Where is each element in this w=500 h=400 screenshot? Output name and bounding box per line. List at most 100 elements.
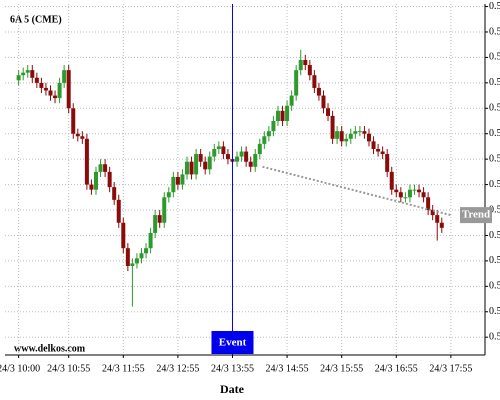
candle-body	[112, 187, 117, 200]
candle-body	[166, 192, 171, 198]
candle-body	[134, 258, 139, 264]
candle-body	[362, 131, 367, 134]
candle-body	[421, 192, 426, 198]
candle-body	[394, 189, 399, 193]
candle-body	[103, 164, 108, 172]
candle-body	[66, 70, 71, 109]
candle-body	[216, 146, 221, 149]
candle-body	[330, 115, 335, 139]
candle-body	[353, 131, 358, 134]
chart-title: 6A 5 (CME)	[10, 14, 62, 25]
candle-body	[139, 253, 144, 259]
candle-body	[184, 161, 189, 175]
candle-body	[57, 82, 62, 99]
candle-body	[34, 77, 39, 83]
candle-body	[339, 131, 344, 142]
candle-body	[326, 108, 331, 116]
event-label-box	[211, 331, 254, 354]
candle-body	[257, 143, 262, 155]
trend-label: Trend	[462, 209, 490, 221]
candle-body	[221, 146, 226, 155]
y-tick-label: 0.5955	[489, 77, 500, 88]
x-tick-label: 24/3 12:55	[156, 363, 199, 374]
candle-body	[289, 95, 294, 106]
candle-body	[366, 133, 371, 142]
candle-body	[239, 151, 244, 157]
candle-body	[153, 215, 158, 233]
candle-body	[235, 156, 240, 162]
candle-body	[175, 176, 180, 185]
y-tick-label: 0.5935	[489, 128, 500, 139]
trend-label-box	[460, 207, 492, 224]
x-tick-label: 24/3 13:55	[211, 363, 254, 374]
candle-body	[21, 72, 26, 76]
candle-body	[244, 151, 249, 162]
candle-body	[253, 154, 258, 167]
x-tick-label: 24/3 11:55	[102, 363, 145, 374]
candle-body	[84, 138, 89, 185]
candle-body	[307, 65, 312, 76]
y-tick-label: 0.5905	[489, 204, 500, 215]
candle-body	[426, 197, 431, 211]
candle-body	[207, 156, 212, 170]
candle-body	[385, 154, 390, 172]
x-tick-label: 24/3 10:55	[47, 363, 90, 374]
y-tick-label: 0.5965	[489, 52, 500, 63]
candle-body	[212, 148, 217, 157]
candle-body	[321, 95, 326, 109]
y-tick-label: 0.5985	[489, 1, 500, 12]
candle-body	[398, 192, 403, 198]
candle-body	[348, 133, 353, 139]
y-tick-label: 0.5855	[489, 331, 500, 342]
y-tick-label: 0.5885	[489, 255, 500, 266]
candle-body	[225, 154, 230, 160]
candle-body	[48, 90, 53, 96]
x-axis-label: Date	[220, 382, 245, 396]
candle-body	[43, 87, 48, 91]
candle-body	[435, 215, 440, 223]
candle-body	[344, 138, 349, 142]
candle-body	[89, 184, 94, 190]
candle-body	[194, 154, 199, 175]
candle-body	[30, 70, 35, 78]
y-tick-label: 0.5865	[489, 306, 500, 317]
candle-body	[53, 95, 58, 99]
trend-line	[262, 165, 452, 217]
candle-body	[80, 136, 85, 139]
candle-body	[266, 131, 271, 137]
x-tick-label: 24/3 16:55	[375, 363, 418, 374]
candle-body	[371, 141, 376, 149]
candle-body	[380, 151, 385, 155]
candle-body	[107, 171, 112, 188]
candle-body	[357, 131, 362, 133]
candle-body	[171, 176, 176, 193]
candle-body	[275, 110, 280, 121]
candle-body	[16, 75, 21, 81]
candle-body	[412, 189, 417, 191]
y-tick-label: 0.5925	[489, 153, 500, 164]
candle-body	[121, 222, 126, 249]
candle-body	[203, 161, 208, 170]
candle-body	[157, 215, 162, 223]
candle-body	[280, 110, 285, 121]
candle-body	[439, 222, 444, 228]
candle-body	[93, 171, 98, 190]
candle-body	[98, 164, 103, 172]
candle-body	[125, 248, 130, 266]
candle-body	[62, 70, 67, 83]
candle-body	[130, 263, 135, 266]
candle-body	[262, 136, 267, 144]
candle-body	[303, 59, 308, 66]
x-tick-label: 24/3 17:55	[429, 363, 472, 374]
candle-body	[189, 161, 194, 175]
candle-body	[335, 131, 340, 139]
candle-body	[389, 171, 394, 190]
y-tick-label: 0.5915	[489, 179, 500, 190]
y-tick-label: 0.5945	[489, 103, 500, 114]
candle-body	[294, 70, 299, 96]
candle-body	[162, 197, 167, 223]
candle-body	[144, 248, 149, 254]
candle-body	[316, 87, 321, 96]
candle-body	[39, 82, 44, 88]
